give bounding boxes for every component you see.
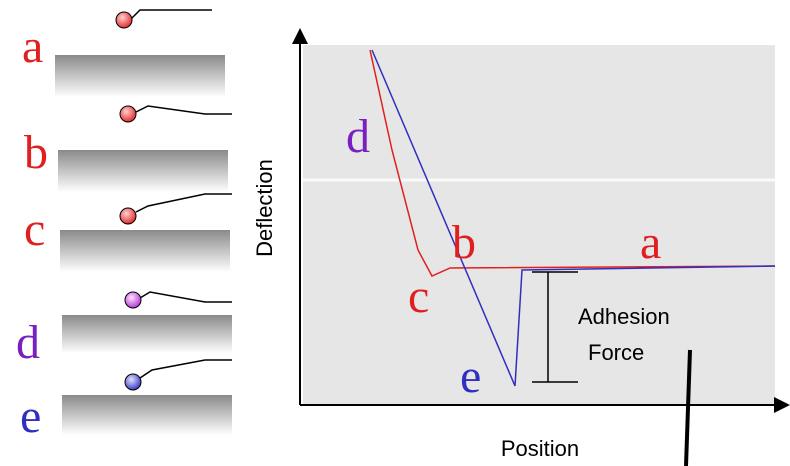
- curve-label: b: [452, 216, 476, 269]
- surface: [58, 150, 228, 192]
- state-label: e: [20, 390, 41, 443]
- curve-label: c: [408, 270, 429, 323]
- state-label: b: [24, 126, 48, 179]
- tip: [125, 292, 141, 308]
- tip: [120, 106, 136, 122]
- cantilever: [136, 106, 232, 114]
- cantilever: [140, 292, 232, 302]
- annotation: Adhesion: [578, 304, 670, 329]
- tip: [120, 208, 136, 224]
- diagram: a b c d e d b a c e Adhesion Force Defle…: [0, 0, 790, 466]
- curve-label: d: [346, 110, 370, 163]
- cantilever-panel: a b c d e: [16, 10, 232, 443]
- y-axis-label: Deflection: [252, 159, 277, 257]
- surface: [62, 395, 232, 435]
- curve-label: a: [640, 216, 661, 269]
- surface: [55, 55, 225, 97]
- surface: [62, 315, 232, 353]
- annotation: Force: [588, 340, 644, 365]
- cantilever: [140, 360, 232, 378]
- state-label: c: [24, 203, 45, 256]
- curve-label: e: [460, 350, 481, 403]
- plot-background: [303, 45, 775, 405]
- cantilever: [136, 194, 232, 212]
- state-label: a: [22, 20, 43, 73]
- cantilever: [130, 10, 212, 20]
- surface: [60, 230, 230, 272]
- state-label: d: [16, 316, 40, 369]
- tip: [125, 374, 141, 390]
- x-axis-label: Position: [501, 436, 579, 461]
- force-plot: d b a c e Adhesion Force Deflection Posi…: [252, 36, 782, 466]
- tip: [116, 12, 132, 28]
